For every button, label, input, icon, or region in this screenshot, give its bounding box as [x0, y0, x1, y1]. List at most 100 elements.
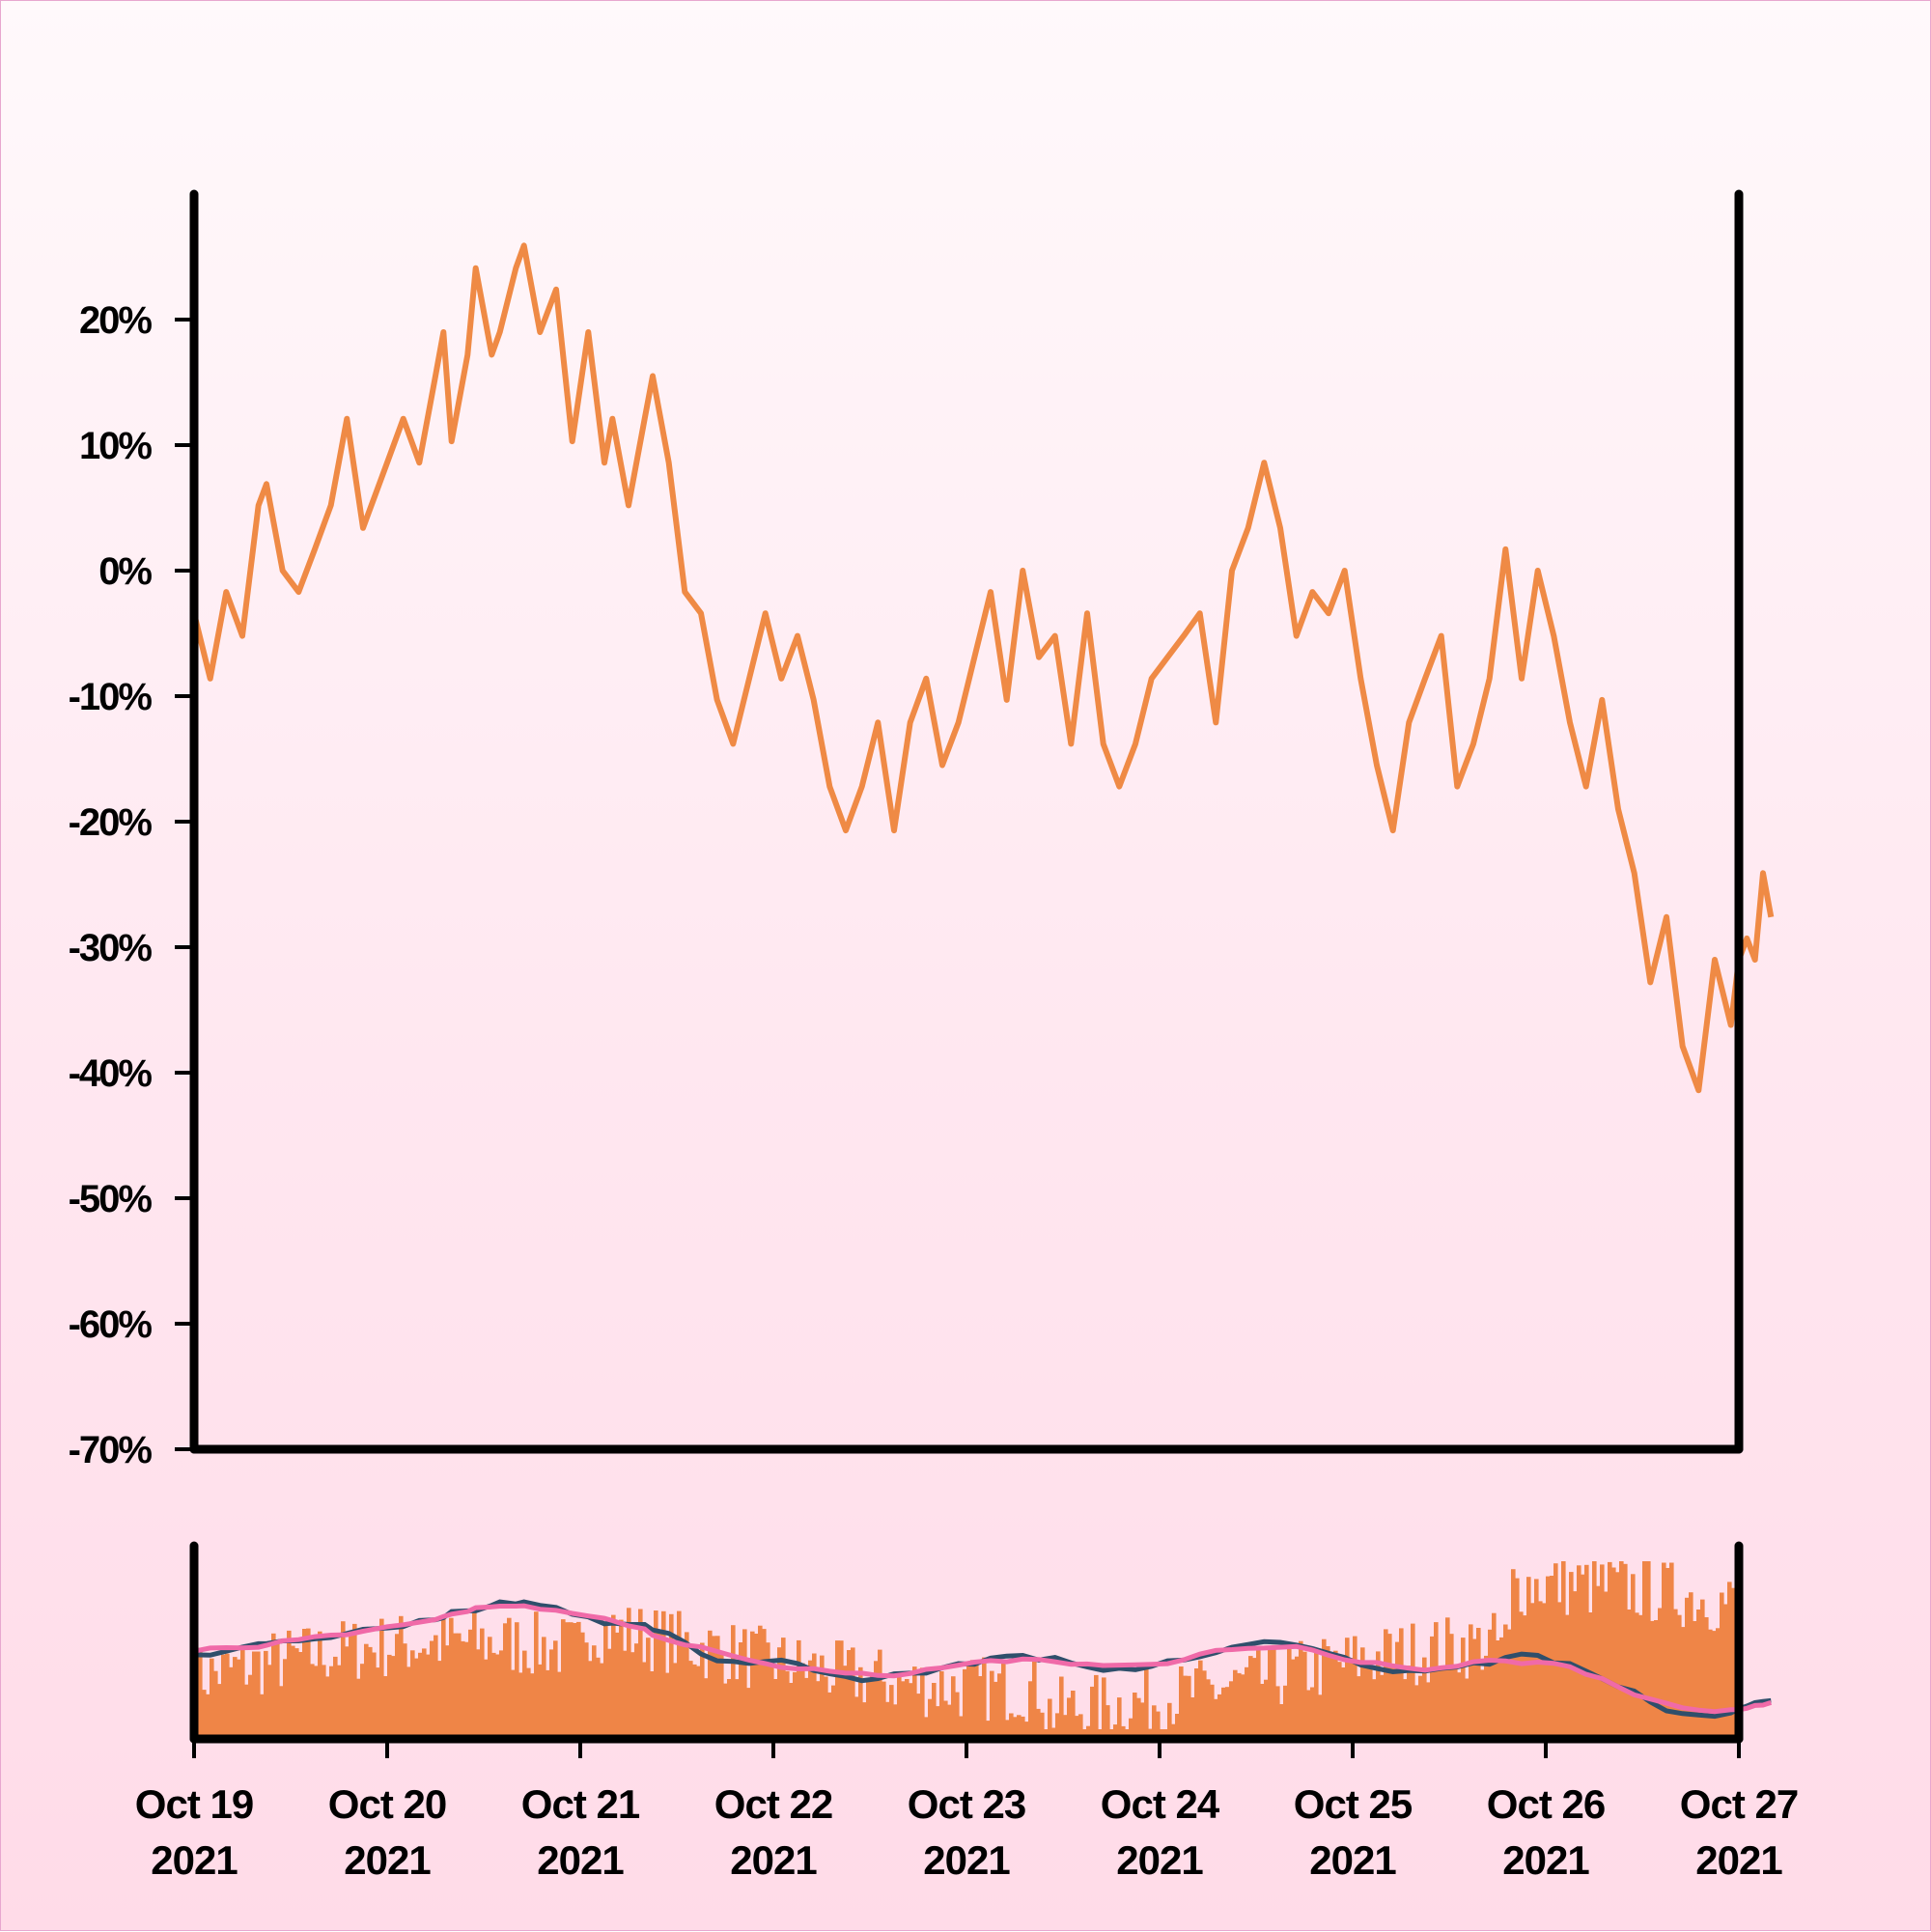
volume-bar	[1183, 1675, 1188, 1739]
volume-bar	[1051, 1727, 1056, 1739]
volume-bar	[383, 1676, 388, 1739]
x-tick-label-date: Oct 27	[1680, 1781, 1798, 1827]
main-price-panel: 20% 10% 0% -10% -20% -30% -40% -50% -60% -70%	[69, 189, 1775, 1471]
volume-bar	[1136, 1697, 1141, 1739]
volume-bar	[1550, 1576, 1554, 1739]
volume-bar	[210, 1658, 214, 1739]
volume-bar	[1105, 1705, 1110, 1739]
volume-bar	[1577, 1565, 1581, 1739]
volume-bar	[1646, 1561, 1651, 1739]
volume-bar	[882, 1681, 886, 1739]
volume-bar	[1387, 1634, 1392, 1739]
volume-bar	[827, 1692, 832, 1739]
volume-bar	[1434, 1622, 1439, 1739]
x-tick-label-date: Oct 20	[328, 1781, 446, 1827]
volume-bar	[476, 1649, 481, 1739]
volume-bar	[1515, 1578, 1520, 1739]
volume-bar	[1422, 1657, 1427, 1739]
volume-bar	[611, 1614, 616, 1739]
volume-bar	[1708, 1629, 1713, 1739]
volume-bar	[1712, 1631, 1717, 1739]
volume-bar	[700, 1642, 705, 1739]
volume-bar	[1214, 1698, 1218, 1739]
volume-bar	[1426, 1682, 1431, 1739]
x-tick-label-date: Oct 22	[714, 1781, 832, 1827]
volume-bar	[1414, 1685, 1419, 1739]
volume-bar	[1584, 1564, 1589, 1739]
volume-bar	[233, 1657, 238, 1739]
volume-bar	[754, 1634, 759, 1739]
x-tick-label-year: 2021	[730, 1837, 817, 1883]
volume-bar	[1526, 1577, 1531, 1739]
volume-bar	[681, 1638, 686, 1739]
volume-bar	[298, 1652, 303, 1739]
volume-bar	[472, 1612, 477, 1739]
volume-bar	[1314, 1648, 1319, 1739]
y-tick-label: -30%	[69, 927, 153, 969]
volume-bar	[206, 1694, 210, 1739]
volume-bar	[893, 1704, 898, 1739]
volume-bar	[932, 1683, 937, 1739]
volume-bar	[1090, 1686, 1095, 1739]
volume-bar	[1268, 1647, 1273, 1739]
volume-bar	[1380, 1674, 1385, 1739]
volume-bar	[750, 1631, 755, 1739]
volume-bar	[534, 1611, 539, 1739]
volume-bar	[1287, 1648, 1292, 1739]
y-tick-label: -60%	[69, 1303, 153, 1346]
volume-bar	[1256, 1647, 1261, 1739]
volume-bar	[789, 1683, 794, 1739]
volume-bar	[1198, 1660, 1203, 1739]
volume-bar	[526, 1667, 531, 1739]
volume-bar	[1341, 1667, 1346, 1739]
volume-bar	[1024, 1722, 1029, 1739]
volume-bar	[198, 1647, 203, 1739]
volume-bar	[576, 1621, 581, 1739]
volume-bar	[1055, 1713, 1060, 1739]
volume-bar	[468, 1629, 473, 1739]
volume-bar	[1102, 1677, 1106, 1739]
volume-bar	[603, 1622, 608, 1739]
volume-bar	[1048, 1698, 1052, 1739]
volume-bar	[1635, 1612, 1639, 1739]
volume-bar	[1078, 1714, 1083, 1739]
volume-bar	[360, 1664, 365, 1739]
volume-bar	[692, 1664, 697, 1739]
x-tick-label-year: 2021	[344, 1837, 431, 1883]
volume-bar	[1384, 1629, 1388, 1739]
volume-bar	[731, 1625, 736, 1739]
volume-bar	[920, 1667, 925, 1739]
volume-bar	[1557, 1602, 1562, 1739]
volume-bar	[1411, 1623, 1415, 1739]
volume-bar	[939, 1671, 944, 1739]
volume-bar	[777, 1647, 782, 1739]
volume-bar	[1121, 1725, 1126, 1739]
volume-bar	[518, 1672, 523, 1739]
volume-bar	[1600, 1564, 1605, 1739]
volume-bar	[1704, 1617, 1709, 1739]
volume-bar	[905, 1679, 910, 1739]
price-change-line	[191, 242, 1775, 1094]
volume-bar	[804, 1677, 809, 1739]
volume-bar	[820, 1655, 825, 1739]
volume-bar	[1627, 1610, 1632, 1739]
volume-bar	[1245, 1666, 1249, 1739]
volume-bar	[1565, 1614, 1570, 1739]
volume-bar	[507, 1617, 512, 1739]
volume-bar	[588, 1661, 593, 1739]
volume-bar	[742, 1629, 747, 1739]
volume-bar	[1662, 1562, 1666, 1739]
volume-bar	[990, 1670, 994, 1739]
volume-bar	[1144, 1666, 1149, 1739]
volume-bar	[1623, 1563, 1628, 1739]
volume-bar	[1357, 1676, 1361, 1739]
volume-bar	[959, 1716, 964, 1739]
volume-bar	[553, 1640, 558, 1739]
volume-bar	[800, 1663, 805, 1739]
volume-bar	[824, 1676, 828, 1739]
volume-bar	[302, 1629, 307, 1739]
volume-bar	[464, 1641, 469, 1739]
x-tick-label-year: 2021	[1309, 1837, 1396, 1883]
volume-bar	[1693, 1621, 1697, 1739]
